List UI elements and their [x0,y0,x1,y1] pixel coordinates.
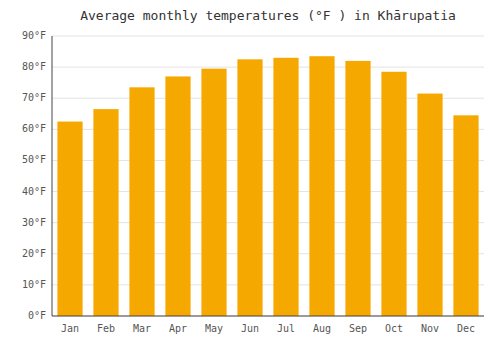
x-tick-label: Jul [277,323,295,334]
y-axis-line [52,36,53,316]
grid [52,36,484,316]
title: Average monthly temperatures (°F ) in Kh… [80,8,456,23]
y-tick-label: 90°F [22,30,46,41]
y-tick-label: 70°F [22,92,46,103]
bar [417,94,442,316]
y-tick-label: 40°F [22,186,46,197]
chart-container: Average monthly temperatures (°F ) in Kh… [0,0,500,350]
bar [273,58,298,316]
grid-line [52,316,484,317]
y-tick-label: 50°F [22,154,46,165]
bar [165,76,190,316]
bar [453,115,478,316]
x-tick-label: Nov [421,323,439,334]
grid-line [52,36,484,37]
y-tick-label: 10°F [22,279,46,290]
y-tick-label: 80°F [22,61,46,72]
y-tick-label: 60°F [22,123,46,134]
bar [93,109,118,316]
bar [129,87,154,316]
bar [309,56,334,316]
x-tick-label: Jan [61,323,79,334]
bar [345,61,370,316]
x-tick-label: Mar [133,323,151,334]
y-tick-label: 20°F [22,248,46,259]
x-axis-line [52,316,484,317]
x-tick-label: Jun [241,323,259,334]
x-tick-label: Feb [97,323,115,334]
bar [57,122,82,316]
x-tick-label: Sep [349,323,367,334]
x-tick-label: Apr [169,323,187,334]
bar [237,59,262,316]
bars [57,56,478,316]
x-tick-label: Oct [385,323,403,334]
bar [381,72,406,316]
y-tick-label: 0°F [28,310,46,321]
x-tick-label: May [205,323,223,334]
x-tick-label: Aug [313,323,331,334]
y-tick-label: 30°F [22,217,46,228]
x-tick-label: Dec [457,323,475,334]
x-axis: Jan Feb Mar Apr May Jun Jul Aug Sep Oct Nov Dec [52,316,484,334]
chart: Average monthly temperatures (°F ) in Kh… [0,0,500,350]
grid-line [52,67,484,68]
bar [201,69,226,316]
y-axis: 0°F 10°F 20°F 30°F 40°F 50°F 60°F 70°F 80°F 90°F [22,30,52,321]
